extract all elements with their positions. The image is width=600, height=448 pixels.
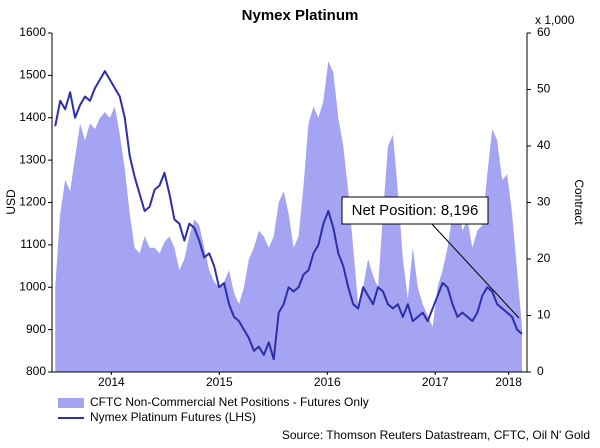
- y-tick-label: 900: [26, 322, 46, 336]
- y2-tick-label: 0: [537, 364, 544, 378]
- area: [55, 61, 523, 372]
- plot-area: [54, 61, 523, 372]
- source-note: Source: Thomson Reuters Datastream, CFTC…: [282, 428, 590, 442]
- y-axis-label: USD: [4, 189, 18, 215]
- legend-swatch: [58, 398, 84, 408]
- y2-axis-label: Contract: [572, 179, 586, 225]
- annotation-text: Net Position: 8,196: [352, 202, 479, 219]
- y2-tick-label: 40: [537, 138, 551, 152]
- annotation-arrow: [429, 221, 520, 319]
- x-tick-label: 2017: [422, 375, 449, 389]
- legend-label: CFTC Non-Commercial Net Positions - Futu…: [90, 395, 369, 409]
- y-tick-label: 1300: [19, 152, 46, 166]
- x-tick-label: 2016: [314, 375, 341, 389]
- y-tick-label: 800: [26, 364, 46, 378]
- x-tick-label: 2018: [495, 375, 522, 389]
- y-tick-label: 1600: [19, 25, 46, 39]
- y-tick-label: 1100: [20, 237, 46, 251]
- x-tick-label: 2014: [98, 375, 125, 389]
- y2-tick-label: 30: [537, 195, 551, 209]
- annotation-box: [341, 196, 489, 225]
- y2-unit: x 1,000: [535, 13, 575, 27]
- y-tick-label: 1000: [19, 279, 46, 293]
- y-tick-label: 1200: [19, 195, 46, 209]
- y2-tick-label: 20: [537, 251, 551, 265]
- legend-label: Nymex Platinum Futures (LHS): [90, 410, 256, 424]
- y2-tick-label: 60: [537, 25, 551, 39]
- y2-tick-label: 50: [537, 82, 551, 96]
- y2-tick-label: 10: [537, 308, 551, 322]
- y-tick-label: 1500: [19, 68, 46, 82]
- x-tick-label: 2015: [206, 375, 233, 389]
- y-tick-label: 1400: [19, 110, 46, 124]
- line: [54, 70, 523, 361]
- chart-title: Nymex Platinum: [242, 7, 359, 24]
